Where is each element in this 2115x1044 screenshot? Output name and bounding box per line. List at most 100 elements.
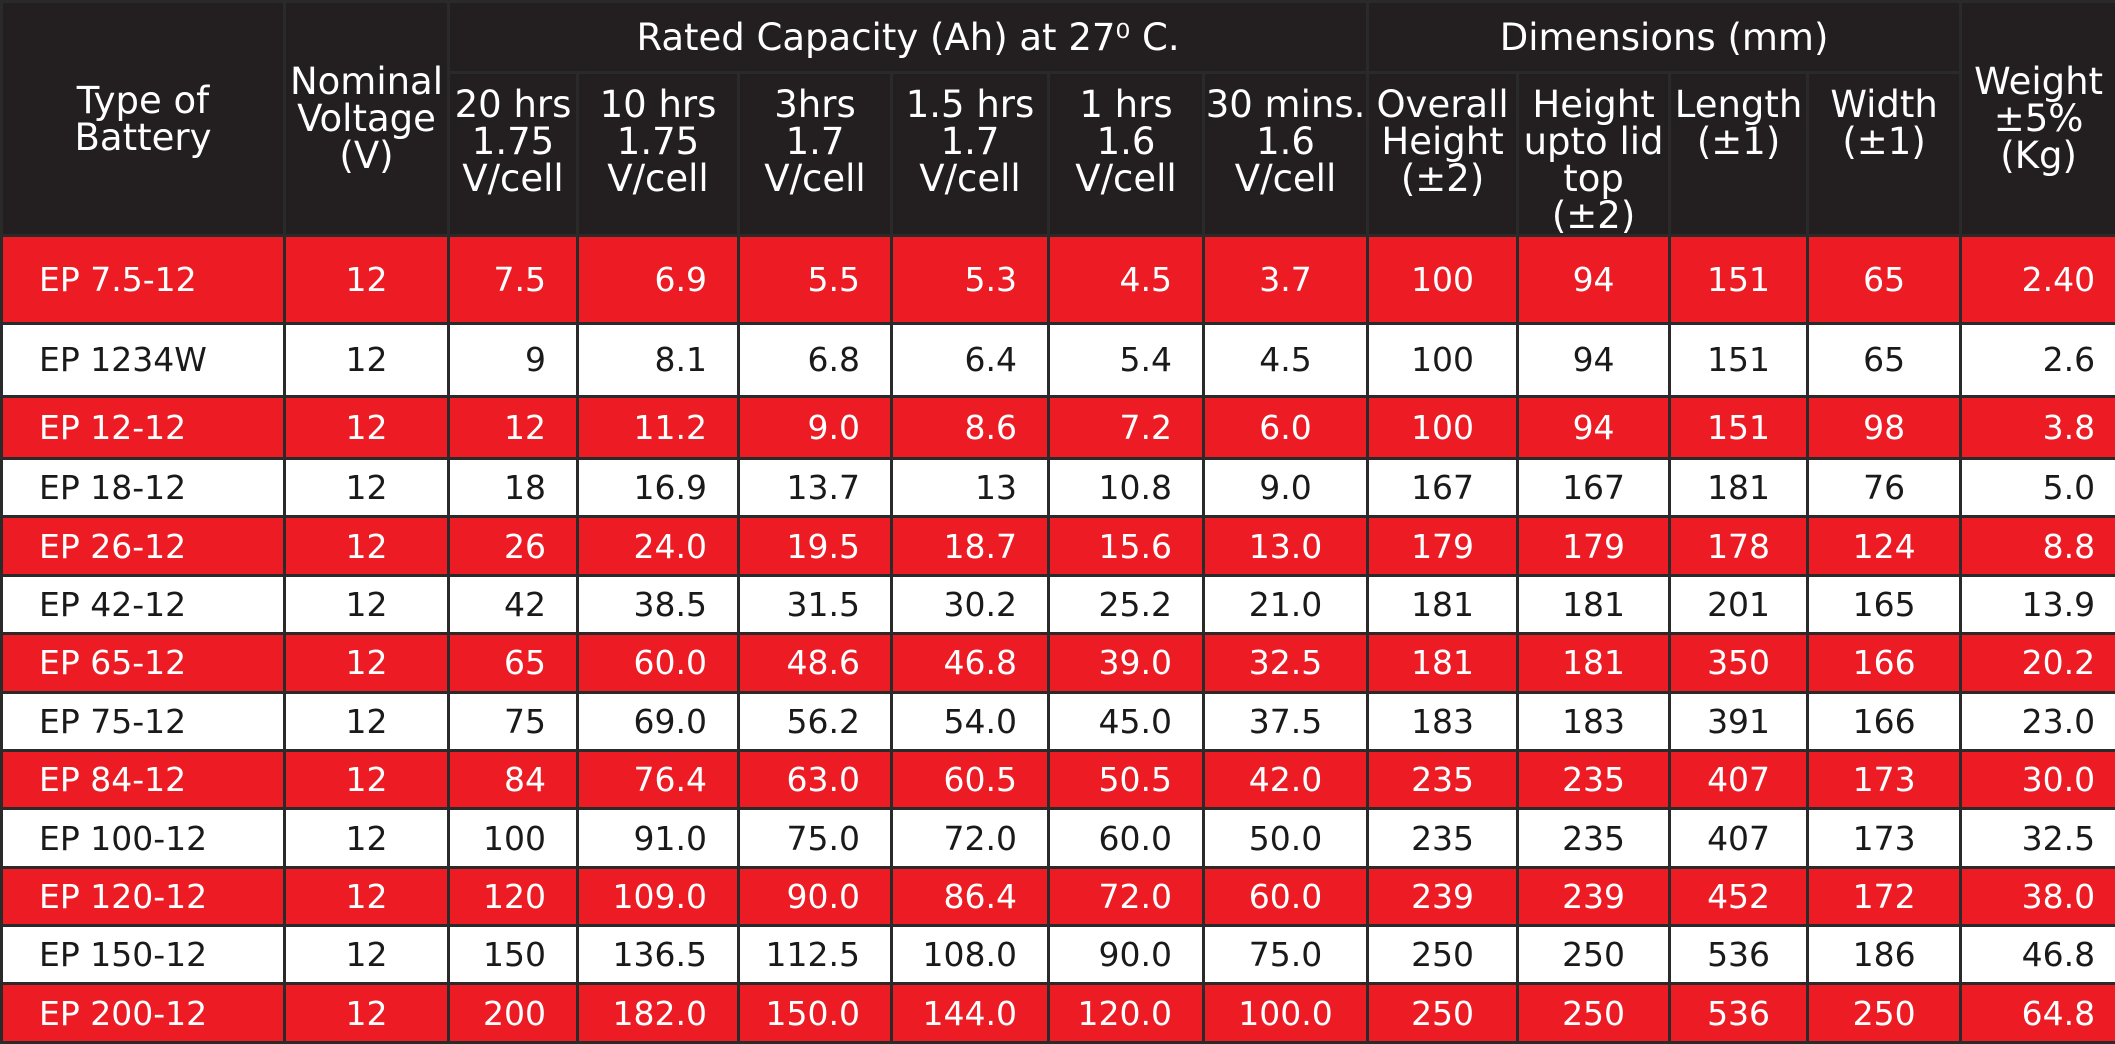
cell-cap-20hrs: 42 [447,573,579,636]
cell-cap-10hrs: 76.4 [576,748,740,811]
cell-type: EP 18-12 [0,457,286,519]
cell-height-upto-lid: 239 [1516,865,1672,928]
cell-cap-20hrs: 7.5 [447,234,579,325]
cell-cap-30mins: 32.5 [1201,632,1370,694]
cell-width: 172 [1806,865,1963,928]
cell-height-upto-lid: 94 [1516,234,1672,325]
header-nominal-voltage: Nominal Voltage (V) [283,0,450,237]
cell-cap-3hrs: 150.0 [737,982,893,1044]
cell-height-upto-lid: 250 [1516,982,1672,1044]
cell-length: 201 [1668,573,1810,636]
cell-overall-height: 183 [1366,690,1520,752]
cell-cap-3hrs: 31.5 [737,573,893,636]
cell-height-upto-lid: 183 [1516,690,1672,752]
cell-weight: 5.0 [1959,457,2115,519]
header-capacity-30mins: 30 mins. 1.6 V/cell [1201,71,1370,237]
cell-cap-30mins: 13.0 [1201,515,1370,577]
cell-cap-20hrs: 65 [447,632,579,694]
cell-weight: 46.8 [1959,924,2115,986]
cell-cap-30mins: 42.0 [1201,748,1370,811]
cell-cap-3hrs: 75.0 [737,807,893,869]
cell-cap-1-5hrs: 86.4 [890,865,1050,928]
cell-cap-10hrs: 109.0 [576,865,740,928]
cell-type: EP 65-12 [0,632,286,694]
cell-cap-10hrs: 16.9 [576,457,740,519]
cell-width: 65 [1806,234,1963,325]
cell-voltage: 12 [283,748,450,811]
cell-type: EP 84-12 [0,748,286,811]
cell-cap-30mins: 6.0 [1201,394,1370,461]
cell-cap-1-5hrs: 60.5 [890,748,1050,811]
cell-type: EP 100-12 [0,807,286,869]
cell-cap-3hrs: 9.0 [737,394,893,461]
cell-height-upto-lid: 179 [1516,515,1672,577]
cell-length: 350 [1668,632,1810,694]
cell-weight: 13.9 [1959,573,2115,636]
cell-overall-height: 181 [1366,573,1520,636]
cell-height-upto-lid: 94 [1516,321,1672,398]
cell-cap-1hrs: 45.0 [1047,690,1205,752]
cell-cap-10hrs: 38.5 [576,573,740,636]
cell-cap-1-5hrs: 18.7 [890,515,1050,577]
header-capacity-10hrs: 10 hrs 1.75 V/cell [576,71,740,237]
cell-cap-10hrs: 6.9 [576,234,740,325]
cell-cap-3hrs: 6.8 [737,321,893,398]
cell-overall-height: 235 [1366,748,1520,811]
cell-cap-10hrs: 8.1 [576,321,740,398]
cell-cap-1-5hrs: 72.0 [890,807,1050,869]
cell-cap-20hrs: 12 [447,394,579,461]
cell-cap-1hrs: 72.0 [1047,865,1205,928]
cell-cap-10hrs: 60.0 [576,632,740,694]
cell-height-upto-lid: 181 [1516,632,1672,694]
cell-voltage: 12 [283,234,450,325]
cell-voltage: 12 [283,632,450,694]
table-row: EP 200-12 12 200 182.0 150.0 144.0 120.0 100.0 2… [0,982,2115,1044]
cell-weight: 30.0 [1959,748,2115,811]
table-row: EP 150-12 12 150 136.5 112.5 108.0 90.0 75.0 250… [0,924,2115,986]
cell-cap-3hrs: 56.2 [737,690,893,752]
cell-cap-1hrs: 5.4 [1047,321,1205,398]
cell-cap-30mins: 50.0 [1201,807,1370,869]
cell-cap-30mins: 37.5 [1201,690,1370,752]
cell-width: 166 [1806,690,1963,752]
cell-type: EP 75-12 [0,690,286,752]
cell-cap-1-5hrs: 46.8 [890,632,1050,694]
cell-cap-1-5hrs: 54.0 [890,690,1050,752]
cell-voltage: 12 [283,394,450,461]
cell-cap-10hrs: 69.0 [576,690,740,752]
cell-type: EP 7.5-12 [0,234,286,325]
cell-width: 98 [1806,394,1963,461]
table-row: EP 42-12 12 42 38.5 31.5 30.2 25.2 21.0 181 181 20… [0,573,2115,636]
cell-height-upto-lid: 94 [1516,394,1672,461]
cell-width: 165 [1806,573,1963,636]
table-row: EP 100-12 12 100 91.0 75.0 72.0 60.0 50.0 235 235… [0,807,2115,869]
table-header: Type of Battery Nominal Voltage (V) Rate… [0,0,2115,237]
cell-voltage: 12 [283,807,450,869]
cell-cap-1-5hrs: 5.3 [890,234,1050,325]
header-capacity-3hrs: 3hrs 1.7 V/cell [737,71,893,237]
cell-cap-1hrs: 50.5 [1047,748,1205,811]
cell-type: EP 200-12 [0,982,286,1044]
cell-overall-height: 235 [1366,807,1520,869]
cell-cap-3hrs: 13.7 [737,457,893,519]
cell-cap-30mins: 21.0 [1201,573,1370,636]
cell-cap-3hrs: 5.5 [737,234,893,325]
cell-width: 124 [1806,515,1963,577]
cell-type: EP 12-12 [0,394,286,461]
cell-type: EP 26-12 [0,515,286,577]
cell-cap-30mins: 9.0 [1201,457,1370,519]
cell-width: 166 [1806,632,1963,694]
cell-voltage: 12 [283,690,450,752]
cell-cap-1hrs: 120.0 [1047,982,1205,1044]
cell-cap-1hrs: 60.0 [1047,807,1205,869]
header-weight: Weight ±5% (Kg) [1959,0,2115,237]
cell-length: 391 [1668,690,1810,752]
cell-overall-height: 100 [1366,394,1520,461]
cell-type: EP 120-12 [0,865,286,928]
cell-length: 151 [1668,234,1810,325]
cell-cap-3hrs: 63.0 [737,748,893,811]
cell-cap-20hrs: 9 [447,321,579,398]
cell-height-upto-lid: 235 [1516,807,1672,869]
cell-length: 536 [1668,924,1810,986]
